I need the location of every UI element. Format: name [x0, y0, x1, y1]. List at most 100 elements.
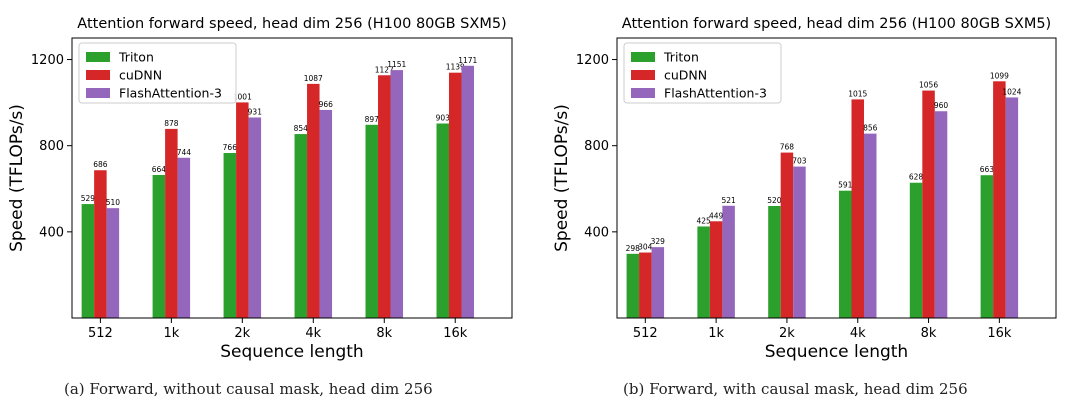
bar-value-label: 960 — [934, 101, 949, 110]
x-tick-label: 4k — [305, 326, 321, 341]
caption-a: (a) Forward, without causal mask, head d… — [64, 380, 433, 398]
x-tick-label: 2k — [779, 326, 795, 341]
caption-b: (b) Forward, with causal mask, head dim … — [623, 380, 968, 398]
x-tick-label: 8k — [376, 326, 392, 341]
bar-value-label: 628 — [909, 173, 924, 182]
bar-triton-4k — [294, 134, 308, 318]
bar-cudnn-2k — [236, 102, 249, 319]
bar-value-label: 510 — [106, 198, 121, 207]
bar-value-label: 520 — [767, 196, 782, 205]
x-axis-label: Sequence length — [765, 342, 908, 362]
legend-label: Triton — [663, 50, 699, 65]
bar-value-label: 1015 — [848, 89, 867, 98]
bar-value-label: 856 — [863, 124, 878, 133]
legend-swatch — [631, 52, 655, 62]
bar-value-label: 878 — [164, 119, 179, 128]
bar-value-label: 1127 — [375, 65, 394, 74]
legend: Triton cuDNN FlashAttention-3 — [623, 42, 782, 104]
bar-cudnn-512 — [94, 170, 107, 318]
bar-flashattention-3-1k — [722, 205, 735, 318]
bar-flashattention-3-2k — [248, 117, 262, 318]
y-tick-label: 400 — [39, 225, 64, 240]
y-axis-label: Speed (TFLOPs/s) — [7, 104, 27, 252]
legend-label: cuDNN — [119, 68, 162, 83]
bar-value-label: 1171 — [458, 56, 477, 65]
bar-value-label: 663 — [980, 165, 995, 174]
bar-value-label: 931 — [248, 107, 263, 116]
bar-cudnn-1k — [709, 221, 723, 318]
bar-cudnn-4k — [307, 83, 320, 318]
x-tick-label: 2k — [234, 326, 250, 341]
x-tick-label: 512 — [633, 326, 658, 341]
plot-frame — [71, 37, 513, 319]
bar-cudnn-512 — [639, 252, 652, 318]
y-tick-label: 1200 — [576, 53, 609, 68]
bar-value-label: 966 — [319, 100, 334, 109]
bar-value-label: 1099 — [990, 71, 1009, 80]
bar-cudnn-8k — [922, 90, 935, 318]
bar-value-label: 768 — [780, 143, 795, 152]
bar-value-label: 329 — [651, 237, 666, 246]
x-axis-label: Sequence length — [220, 342, 363, 362]
bar-value-label: 591 — [838, 181, 853, 190]
legend-label: FlashAttention-3 — [119, 86, 222, 101]
bar-flashattention-3-16k — [1005, 97, 1019, 318]
bar-value-label: 298 — [626, 244, 641, 253]
chart-title: Attention forward speed, head dim 256 (H… — [77, 16, 506, 32]
bar-value-label: 449 — [709, 211, 724, 220]
bar-triton-4k — [838, 190, 852, 318]
bar-value-label: 1024 — [1002, 87, 1021, 96]
bar-cudnn-16k — [993, 81, 1006, 319]
y-tick-label: 800 — [584, 139, 609, 154]
y-axis-label: Speed (TFLOPs/s) — [552, 104, 572, 252]
legend-box — [78, 42, 237, 104]
bar-flashattention-3-4k — [863, 133, 877, 318]
bar-cudnn-4k — [851, 99, 864, 318]
legend-box — [623, 42, 782, 104]
bar-value-label: 766 — [223, 143, 238, 152]
bar-flashattention-3-1k — [177, 157, 191, 318]
bar-value-label: 304 — [638, 243, 653, 252]
bar-value-label: 1151 — [387, 60, 406, 69]
bar-flashattention-3-512 — [106, 208, 120, 318]
bar-value-label: 1001 — [233, 92, 252, 101]
bar-value-label: 664 — [152, 165, 167, 174]
x-tick-label: 16k — [443, 326, 468, 341]
chart-title: Attention forward speed, head dim 256 (H… — [622, 16, 1051, 32]
bar-flashattention-3-2k — [793, 166, 806, 318]
chart-panel-b: Attention forward speed, head dim 256 (H… — [552, 16, 1057, 362]
x-tick-label: 1k — [708, 326, 724, 341]
bar-triton-16k — [980, 175, 994, 318]
bar-value-label: 1139 — [446, 63, 465, 72]
bar-cudnn-1k — [165, 128, 178, 318]
bar-cudnn-8k — [378, 75, 391, 318]
legend-label: cuDNN — [664, 68, 707, 83]
plot-frame — [616, 37, 1057, 319]
bar-value-label: 521 — [721, 196, 736, 205]
bar-triton-8k — [909, 182, 923, 318]
bar-triton-1k — [697, 226, 710, 318]
bar-triton-2k — [223, 153, 237, 318]
bar-value-label: 903 — [436, 114, 451, 123]
bar-value-label: 686 — [93, 160, 108, 169]
y-tick-label: 800 — [39, 139, 64, 154]
bar-triton-16k — [436, 123, 449, 318]
chart-panel-a: Attention forward speed, head dim 256 (H… — [7, 16, 513, 362]
bar-triton-8k — [365, 124, 379, 318]
bar-triton-1k — [152, 174, 166, 318]
bar-cudnn-16k — [448, 72, 462, 318]
bar-triton-512 — [626, 253, 640, 318]
bar-value-label: 854 — [294, 124, 309, 133]
legend-label: FlashAttention-3 — [664, 86, 767, 101]
legend-swatch — [631, 88, 655, 98]
bar-cudnn-2k — [780, 152, 794, 318]
bar-triton-2k — [768, 206, 781, 318]
y-tick-label: 400 — [584, 225, 609, 240]
legend-swatch — [631, 70, 655, 80]
bar-value-label: 529 — [81, 194, 96, 203]
bar-value-label: 897 — [365, 115, 380, 124]
bar-value-label: 1056 — [919, 81, 938, 90]
bar-flashattention-3-4k — [319, 109, 333, 318]
legend-swatch — [86, 52, 110, 62]
